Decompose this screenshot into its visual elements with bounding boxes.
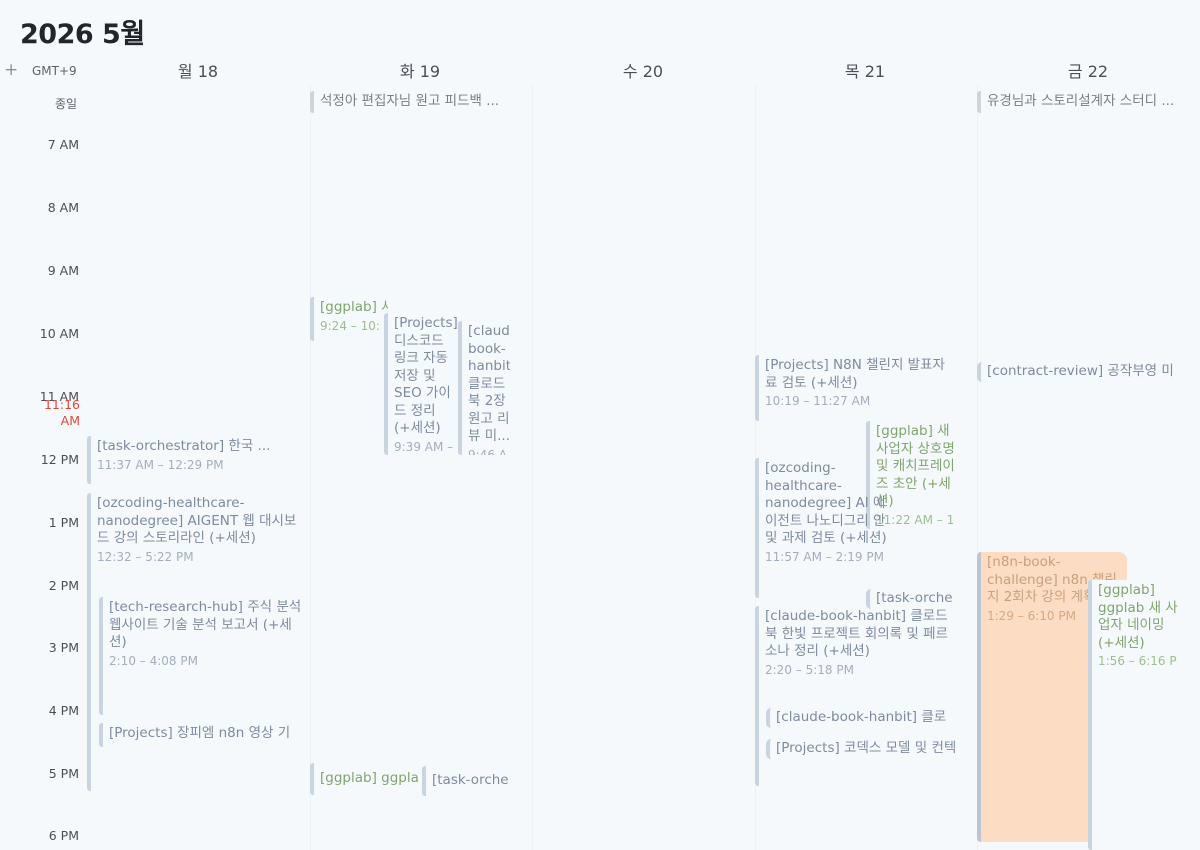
hour-label: 1 PM	[48, 515, 79, 530]
day-header-thu[interactable]: 목 21	[844, 62, 886, 81]
hour-label: 10 AM	[39, 326, 79, 341]
hour-label: 6 PM	[48, 828, 79, 843]
grid-divider	[310, 85, 311, 850]
allday-event-fri[interactable]: 유경님과 스토리설계자 스터디 ...	[977, 91, 1192, 113]
event-card[interactable]: [claude-book-hanbit] 클로	[766, 708, 956, 728]
hour-label: 4 PM	[48, 703, 79, 718]
event-card[interactable]: [ggplab] ggpla	[310, 763, 422, 795]
current-time-label: 11:16 AM	[43, 397, 80, 428]
hour-label: 5 PM	[48, 766, 79, 781]
event-card[interactable]: [Projects] 디스코드 링크 자동 저장 및 SEO 가이드 정리 (+…	[384, 313, 460, 455]
event-card[interactable]: [task-orchestrator] 한국 ... 11:37 AM – 12…	[87, 436, 302, 484]
day-header-fri[interactable]: 금 22	[1067, 62, 1109, 81]
event-card[interactable]: [ozcoding-healthcare-nanodegree] AI 에이전트…	[755, 458, 887, 598]
event-card[interactable]: [task-orche	[422, 766, 510, 796]
event-card[interactable]: [claude-book-hanbit] 클로드북 2장 원고 리뷰 미... …	[458, 321, 510, 455]
hour-label: 7 AM	[47, 137, 79, 152]
grid-divider	[977, 85, 978, 850]
event-card[interactable]: [ggplab] 새 사업자 상호명 및 캐치프레이즈 초안 (+세션) 11:…	[866, 421, 956, 529]
day-header-wed[interactable]: 수 20	[622, 62, 664, 81]
all-day-label: 종일	[55, 97, 78, 111]
hour-label: 8 AM	[47, 200, 79, 215]
event-card[interactable]: [task-orche	[866, 589, 956, 609]
hour-label: 12 PM	[40, 452, 79, 467]
page-title: 2026 5월	[20, 19, 145, 50]
event-card[interactable]: [Projects] 코덱스 모델 및 컨텍	[766, 739, 956, 759]
event-card[interactable]: [contract-review] 공작부영 미	[977, 362, 1178, 382]
hour-label: 2 PM	[48, 578, 79, 593]
hour-label: 11 AM	[39, 389, 79, 404]
event-card[interactable]: [Projects] N8N 챌린지 발표자료 검토 (+세션) 10:19 –…	[755, 355, 955, 421]
allday-event-tue[interactable]: 석정아 편집자님 원고 피드백 ...	[310, 91, 525, 113]
timezone-label[interactable]: GMT+9	[32, 64, 77, 78]
grid-divider	[532, 85, 533, 850]
event-card[interactable]: [tech-research-hub] 주식 분석 웹사이트 기술 분석 보고서…	[99, 597, 302, 715]
hour-label: 9 AM	[47, 263, 79, 278]
day-header-mon[interactable]: 월 18	[177, 62, 219, 81]
event-card[interactable]: [Projects] 장피엠 n8n 영상 기	[99, 723, 290, 747]
hour-label: 3 PM	[48, 640, 79, 655]
event-card[interactable]: [claude-book-hanbit] 클로드북 한빛 프로젝트 회의록 및 …	[755, 606, 955, 786]
event-card[interactable]: [ggplab] ggplab 새 사업자 네이밍 (+세션) 1:56 – 6…	[1088, 580, 1182, 850]
event-card[interactable]: [ozcoding-healthcare-nanodegree] AIGENT …	[87, 493, 302, 791]
event-card[interactable]: [ggplab] 서비스 9:24 – 10:	[310, 297, 388, 341]
add-calendar-button[interactable]: +	[4, 60, 19, 80]
day-header-tue[interactable]: 화 19	[399, 62, 441, 81]
